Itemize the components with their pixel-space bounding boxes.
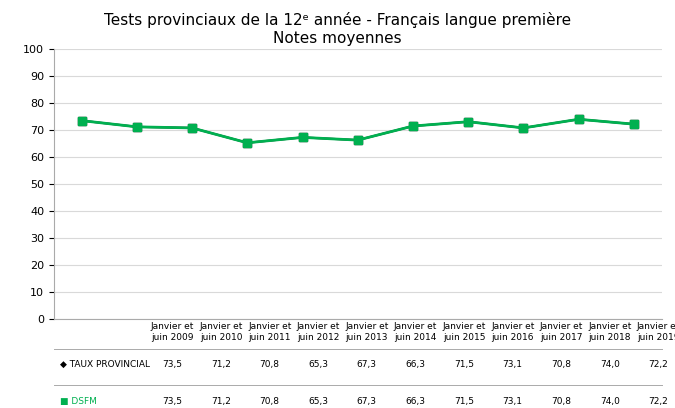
- Text: 74,0: 74,0: [600, 397, 620, 406]
- Text: 73,1: 73,1: [503, 360, 522, 369]
- Text: Janvier et
juin 2016: Janvier et juin 2016: [491, 322, 535, 342]
- Text: 65,3: 65,3: [308, 360, 328, 369]
- Text: 66,3: 66,3: [406, 360, 425, 369]
- Text: 73,5: 73,5: [163, 397, 182, 406]
- Text: 70,8: 70,8: [551, 397, 571, 406]
- Text: 73,1: 73,1: [503, 397, 522, 406]
- Text: 71,5: 71,5: [454, 397, 474, 406]
- Text: 66,3: 66,3: [406, 397, 425, 406]
- Text: Janvier et
juin 2010: Janvier et juin 2010: [199, 322, 243, 342]
- Text: 71,5: 71,5: [454, 360, 474, 369]
- Text: 72,2: 72,2: [649, 397, 668, 406]
- Text: Janvier et
juin 2019: Janvier et juin 2019: [637, 322, 675, 342]
- Text: 71,2: 71,2: [211, 397, 231, 406]
- Text: 74,0: 74,0: [600, 360, 620, 369]
- Text: 70,8: 70,8: [260, 360, 279, 369]
- Text: Tests provinciaux de la 12ᵉ année - Français langue première
Notes moyennes: Tests provinciaux de la 12ᵉ année - Fran…: [104, 12, 571, 46]
- Text: 72,2: 72,2: [649, 360, 668, 369]
- Text: 73,5: 73,5: [163, 360, 182, 369]
- Text: Janvier et
juin 2011: Janvier et juin 2011: [248, 322, 292, 342]
- Text: 70,8: 70,8: [551, 360, 571, 369]
- Text: Janvier et
juin 2013: Janvier et juin 2013: [345, 322, 389, 342]
- Text: ◆ TAUX PROVINCIAL: ◆ TAUX PROVINCIAL: [60, 360, 150, 369]
- Text: 67,3: 67,3: [357, 397, 377, 406]
- Text: 65,3: 65,3: [308, 397, 328, 406]
- Text: Janvier et
juin 2009: Janvier et juin 2009: [151, 322, 194, 342]
- Text: ■ DSFM: ■ DSFM: [60, 397, 97, 406]
- Text: 67,3: 67,3: [357, 360, 377, 369]
- Text: Janvier et
juin 2012: Janvier et juin 2012: [296, 322, 340, 342]
- Text: 70,8: 70,8: [260, 397, 279, 406]
- Text: Janvier et
juin 2017: Janvier et juin 2017: [539, 322, 583, 342]
- Text: Janvier et
juin 2014: Janvier et juin 2014: [394, 322, 437, 342]
- Text: Janvier et
juin 2015: Janvier et juin 2015: [442, 322, 486, 342]
- Text: Janvier et
juin 2018: Janvier et juin 2018: [588, 322, 632, 342]
- Text: 71,2: 71,2: [211, 360, 231, 369]
